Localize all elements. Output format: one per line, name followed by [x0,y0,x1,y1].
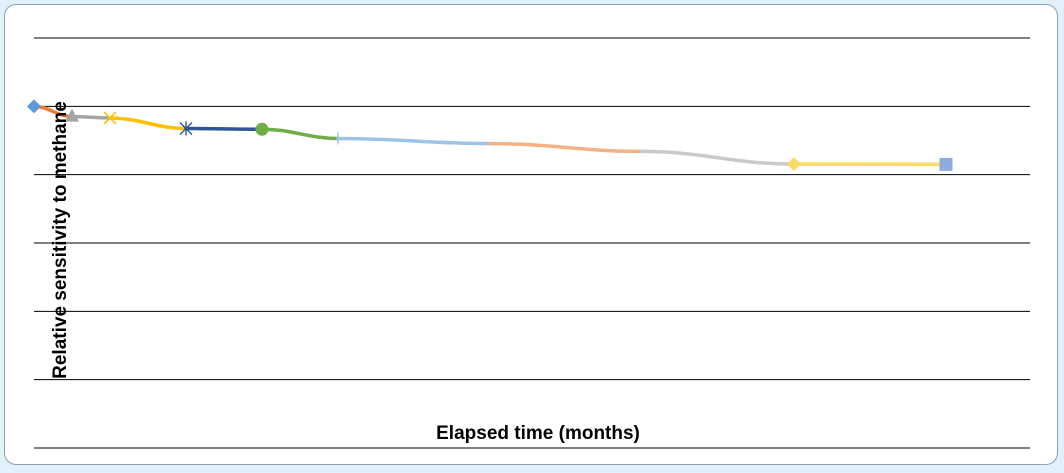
y-axis-label: Relative sensitivity to methane [50,101,71,379]
data-point-marker-5 [255,122,269,136]
series-lines [32,104,948,167]
data-point-marker-9 [787,157,801,172]
series-line-7 [488,141,644,154]
chart-card [4,4,1058,465]
series-line-3 [108,116,188,131]
series-line-8 [640,149,796,166]
data-point-marker-2 [65,108,79,122]
data-point-marker-4 [179,121,193,136]
series-markers [27,99,953,172]
series-line-2 [70,114,112,120]
data-point-marker-3 [103,111,117,125]
data-point-marker-10 [939,157,953,171]
series-line-4 [184,126,264,131]
x-axis-label: Elapsed time (months) [436,423,640,444]
gridlines [34,37,1030,449]
series-line-6 [336,136,492,146]
series-line-5 [260,127,340,141]
data-point-marker-1 [27,99,41,114]
